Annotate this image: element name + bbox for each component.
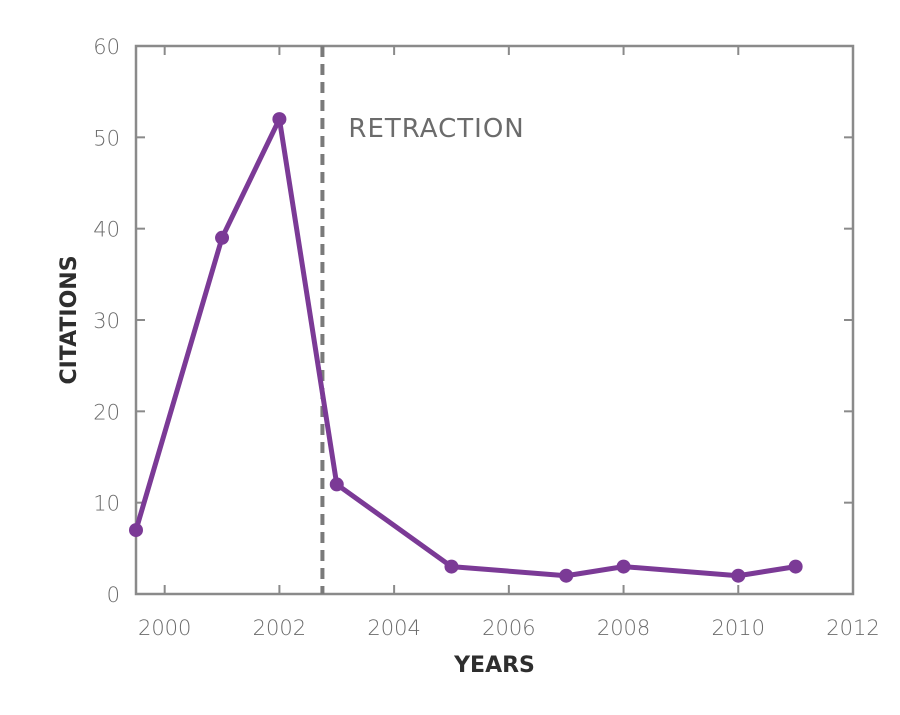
y-tick-label: 40 (93, 218, 120, 242)
y-tick-label: 10 (93, 492, 120, 516)
data-point (616, 559, 631, 574)
y-tick-label: 20 (93, 400, 120, 424)
y-axis-title: CITATIONS (57, 255, 82, 384)
data-point (129, 523, 143, 538)
data-point (272, 112, 287, 127)
x-tick-label: 2000 (138, 616, 191, 640)
data-point (731, 568, 746, 583)
data-point (788, 559, 803, 574)
x-axis-title: YEARS (453, 653, 535, 678)
x-tick-label: 2004 (367, 616, 420, 640)
data-point (215, 230, 230, 245)
series-group (129, 112, 803, 583)
x-tick-label: 2008 (597, 616, 650, 640)
data-point (444, 559, 459, 574)
x-axis: 2000 2002 2004 2006 2008 2010 2012 (138, 46, 880, 640)
y-axis: 0 10 20 30 40 50 60 (93, 35, 853, 607)
retraction-label: RETRACTION (348, 114, 524, 144)
y-tick-label: 30 (93, 309, 120, 333)
y-tick-label: 60 (93, 35, 120, 59)
data-point (329, 477, 344, 492)
data-point (559, 568, 574, 583)
x-tick-label: 2010 (712, 616, 765, 640)
y-tick-label: 0 (107, 583, 120, 607)
x-tick-label: 2002 (253, 616, 306, 640)
series-line (133, 116, 797, 579)
x-tick-label: 2012 (826, 616, 879, 640)
x-tick-label: 2006 (482, 616, 535, 640)
y-tick-label: 50 (93, 126, 120, 150)
